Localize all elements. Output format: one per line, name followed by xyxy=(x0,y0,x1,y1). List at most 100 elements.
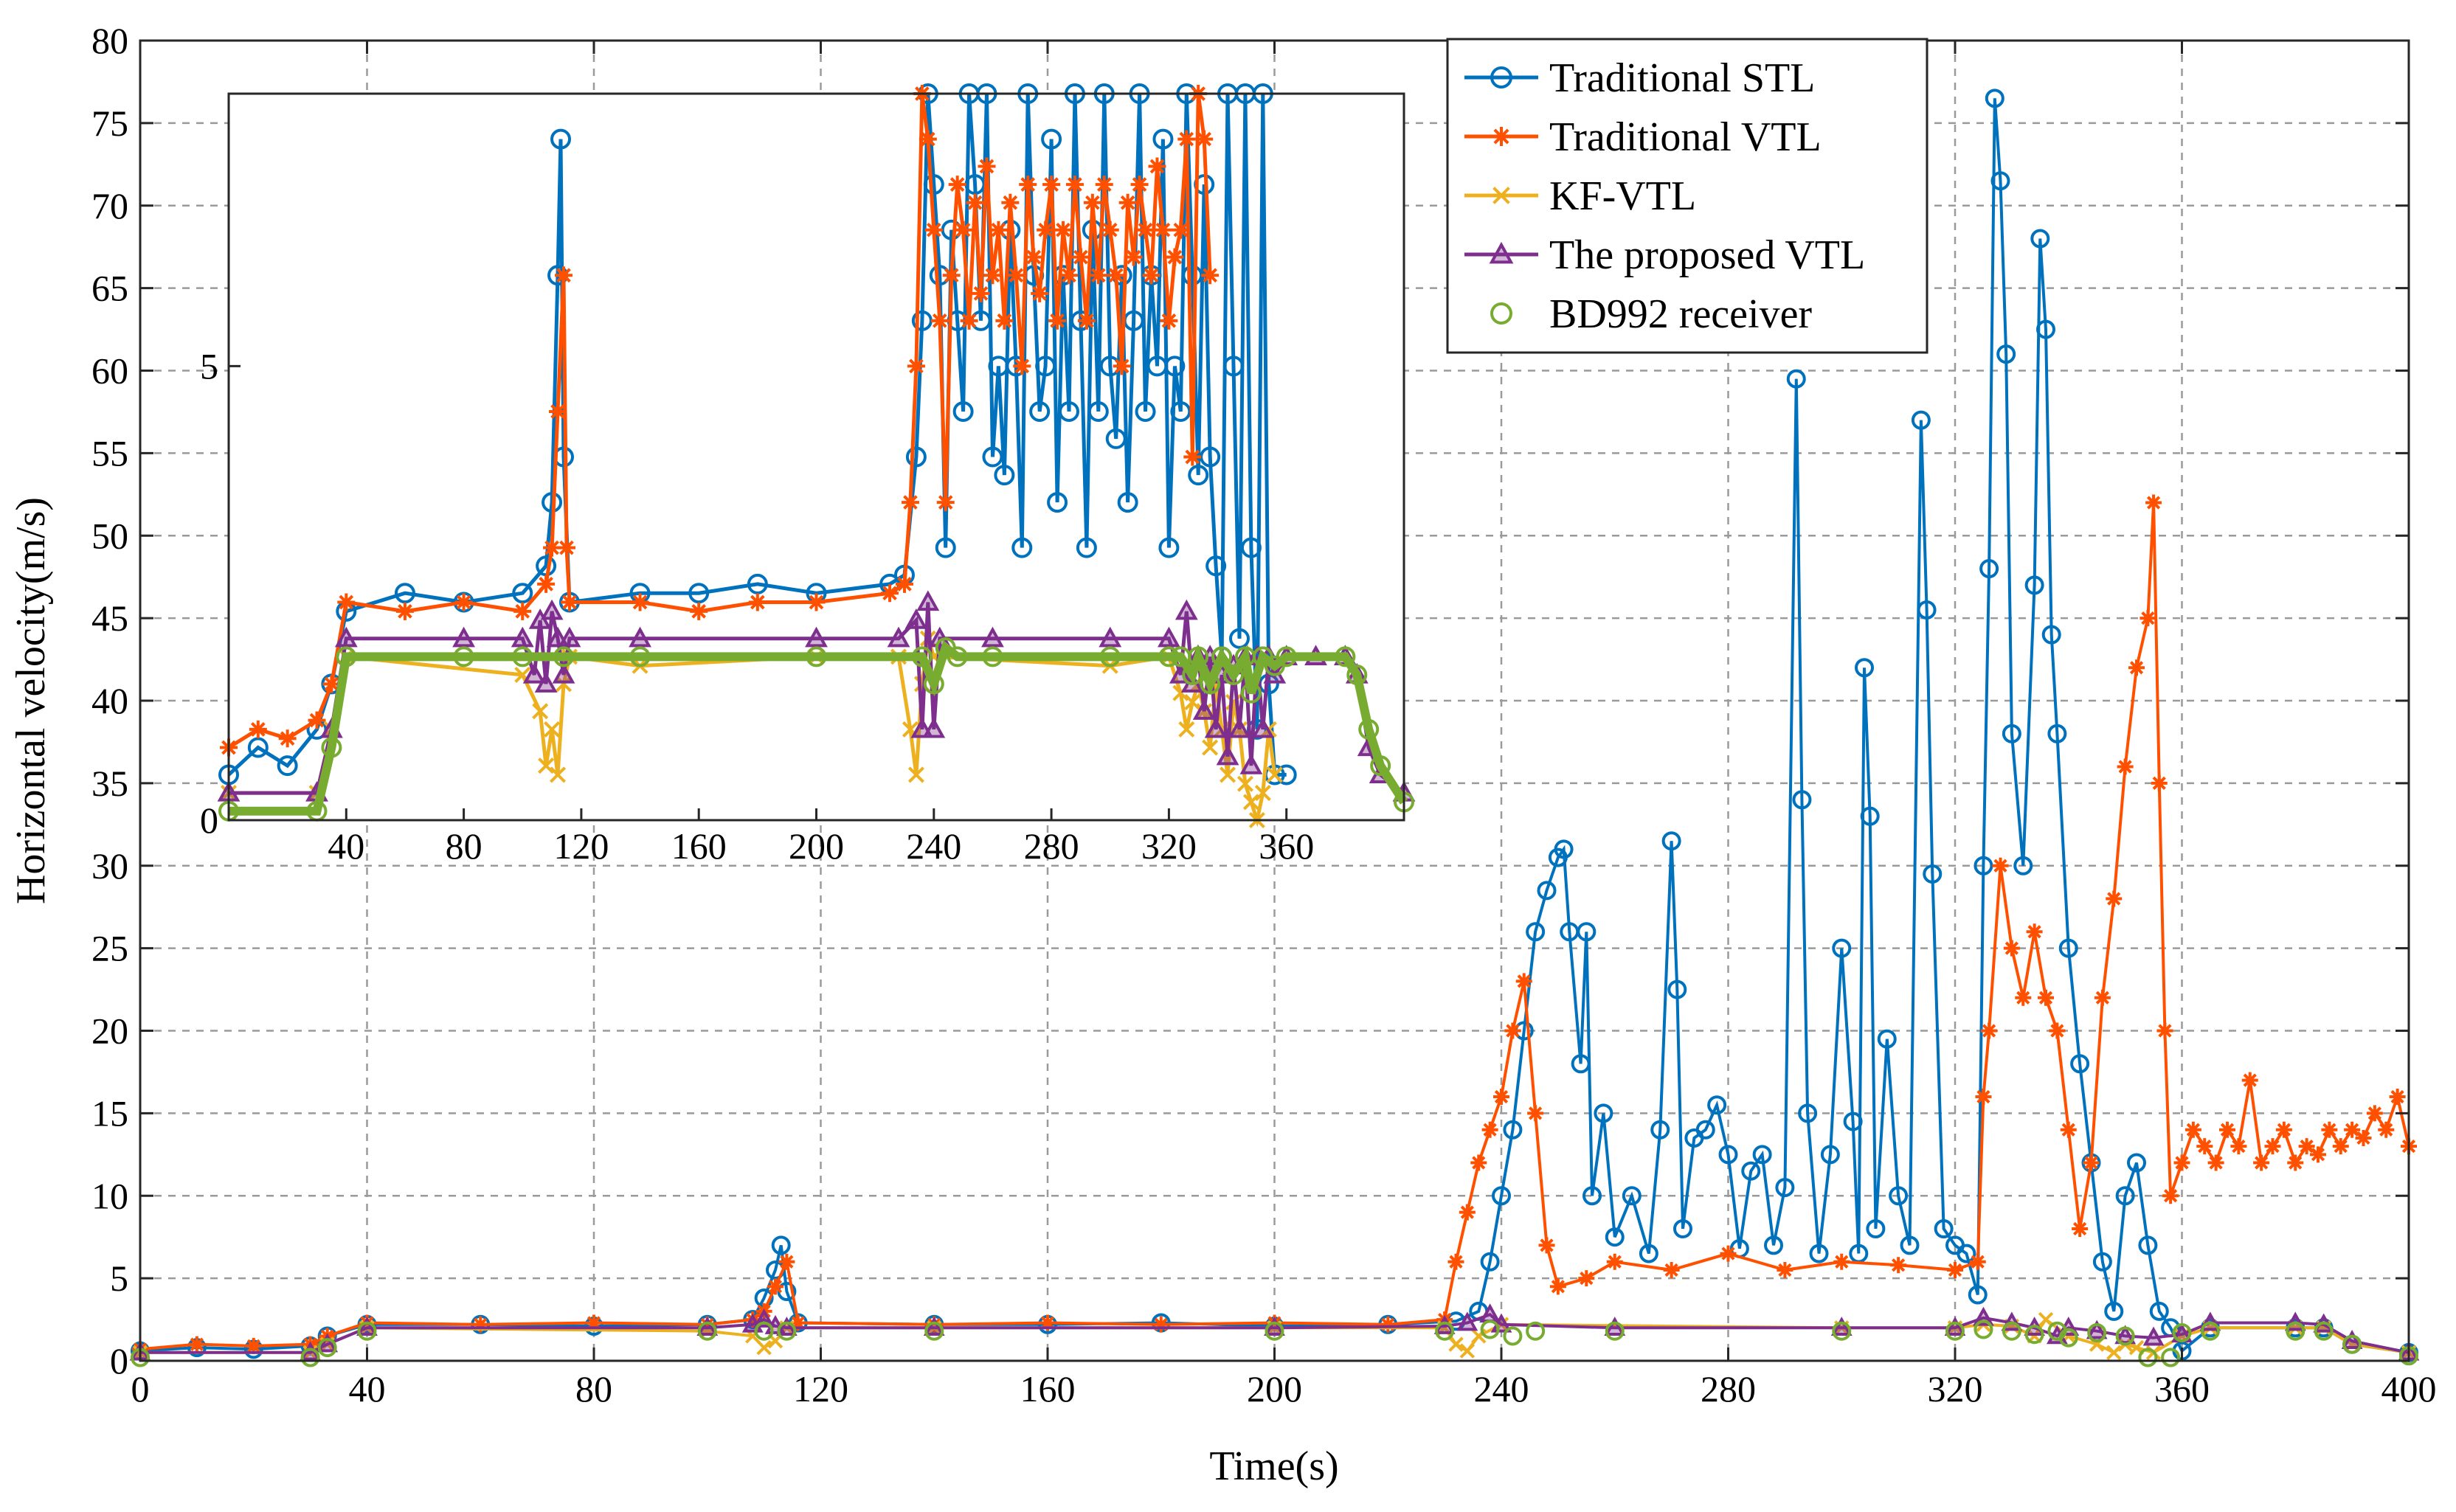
data-point xyxy=(2013,856,2033,875)
inset-x-tick-label: 80 xyxy=(446,825,482,867)
data-point xyxy=(2145,494,2162,511)
data-point xyxy=(699,1316,716,1333)
data-point xyxy=(1447,1253,1464,1270)
data-point xyxy=(1792,790,1812,810)
inset-data-point xyxy=(919,130,937,148)
inset-data-point xyxy=(1236,775,1253,792)
inset-x-tick-label: 360 xyxy=(1259,825,1314,867)
data-point xyxy=(1996,344,2016,364)
inset-x-tick-label: 40 xyxy=(328,825,364,867)
data-point xyxy=(2138,1348,2158,1367)
inset-data-point xyxy=(982,646,1003,667)
inset-data-point xyxy=(1007,266,1025,285)
inset-data-point xyxy=(557,538,575,557)
data-point xyxy=(2036,319,2055,339)
inset-data-point xyxy=(452,626,475,648)
data-point xyxy=(2366,1105,2383,1122)
data-point xyxy=(2024,575,2044,595)
data-point xyxy=(1380,1316,1397,1333)
data-point xyxy=(1152,1316,1169,1333)
inset-data-point xyxy=(560,593,578,611)
main-series xyxy=(129,89,2420,1367)
inset-data-point xyxy=(936,493,955,512)
data-point xyxy=(2286,1321,2305,1341)
inset-data-point xyxy=(1065,176,1084,194)
inset-data-point xyxy=(806,646,827,667)
inset-data-point xyxy=(904,608,928,629)
inset-data-point xyxy=(942,266,961,285)
legend-label: Traditional STL xyxy=(1549,55,1815,101)
data-point xyxy=(1798,1103,1818,1123)
inset-data-point xyxy=(308,711,326,729)
y-tick-label: 75 xyxy=(91,103,128,144)
x-tick-label: 40 xyxy=(349,1368,386,1409)
inset-data-point xyxy=(994,465,1015,486)
data-point xyxy=(775,1317,798,1336)
inset-data-point xyxy=(1346,665,1368,685)
data-point xyxy=(1860,806,1880,826)
data-point xyxy=(2185,1121,2201,1138)
data-point xyxy=(1661,831,1681,851)
inset-data-point xyxy=(1188,465,1209,486)
inset-data-point xyxy=(1077,311,1096,330)
inset-data-point xyxy=(1240,682,1262,704)
inset-data-point xyxy=(1195,130,1214,148)
inset-data-point xyxy=(322,675,341,693)
legend-item-kf-vtl: KF-VTL xyxy=(1464,173,1696,219)
data-point xyxy=(1833,1253,1850,1270)
inset-data-point xyxy=(1059,266,1078,285)
data-point xyxy=(2287,1154,2304,1171)
data-point xyxy=(1764,1235,1783,1255)
data-point xyxy=(1526,1321,1546,1341)
x-tick-label: 160 xyxy=(1020,1368,1076,1409)
data-point xyxy=(1777,1261,1793,1278)
inset-data-point xyxy=(1142,266,1160,285)
data-point xyxy=(1554,839,1574,859)
data-point xyxy=(1470,1154,1487,1171)
inset-data-point xyxy=(1101,221,1119,239)
series-bd992-receiver xyxy=(131,1319,2418,1367)
inset-data-point xyxy=(1183,448,1202,466)
data-point xyxy=(2344,1121,2361,1138)
data-point xyxy=(1695,1120,1715,1140)
data-point xyxy=(1503,1326,1523,1346)
inset-data-point xyxy=(1041,128,1062,150)
inset-data-point xyxy=(1240,537,1262,558)
inset-data-point xyxy=(1054,221,1073,239)
data-point xyxy=(744,1311,761,1328)
inset-data-point xyxy=(1048,311,1067,330)
data-point xyxy=(1622,1186,1642,1206)
inset-data-point xyxy=(1113,357,1131,375)
inset-x-tick-label: 320 xyxy=(1141,825,1197,867)
inset-y-tick-label: 5 xyxy=(200,345,218,386)
legend-swatch-marker xyxy=(1490,66,1512,89)
inset-data-point xyxy=(911,646,933,667)
data-point xyxy=(1265,1321,1284,1341)
data-point xyxy=(1663,1261,1680,1278)
x-tick-label: 120 xyxy=(793,1368,848,1409)
inset-data-point xyxy=(1182,665,1203,685)
data-point xyxy=(317,1338,337,1358)
inset-data-point xyxy=(948,176,966,194)
data-point xyxy=(1480,1252,1500,1272)
data-point xyxy=(2083,1154,2100,1171)
series-line-traditional-vtl xyxy=(139,502,2410,1351)
inset-data-point xyxy=(1011,537,1033,558)
data-point xyxy=(316,1333,339,1353)
inset-data-point xyxy=(989,221,1008,239)
inset-data-point xyxy=(249,720,267,738)
data-point xyxy=(1718,1145,1738,1165)
y-tick-label: 5 xyxy=(110,1258,128,1299)
y-tick-label: 80 xyxy=(91,20,128,61)
x-tick-label: 200 xyxy=(1247,1368,1302,1409)
data-point xyxy=(2117,758,2134,775)
inset-data-point xyxy=(978,157,996,176)
data-point xyxy=(2378,1121,2395,1138)
inset-data-point xyxy=(1148,157,1166,176)
legend-item-traditional-stl: Traditional STL xyxy=(1464,55,1815,101)
data-point xyxy=(357,1321,377,1341)
inset-data-point xyxy=(1031,284,1049,302)
x-axis-label: Time(s) xyxy=(1209,1443,1338,1489)
data-point xyxy=(1775,1178,1795,1198)
data-point xyxy=(2047,724,2067,743)
